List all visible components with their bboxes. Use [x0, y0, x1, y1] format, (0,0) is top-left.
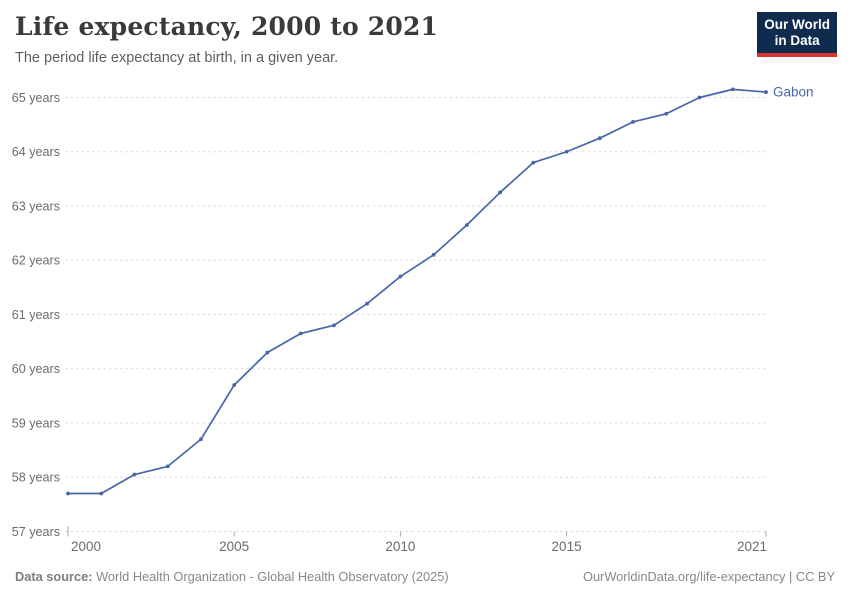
- data-line: [67, 88, 767, 495]
- chart-header: Life expectancy, 2000 to 2021 The period…: [15, 12, 438, 66]
- rights-link[interactable]: OurWorldinData.org/life-expectancy | CC …: [582, 569, 835, 584]
- data-point: [597, 136, 602, 141]
- data-source-text: World Health Organization - Global Healt…: [92, 569, 449, 584]
- owid-logo[interactable]: Our World in Data: [757, 12, 837, 57]
- data-point: [365, 301, 370, 306]
- data-source-note: Data source: World Health Organization -…: [15, 569, 449, 584]
- page-title: Life expectancy, 2000 to 2021: [15, 12, 439, 41]
- y-tick-label: 62 years: [12, 254, 60, 268]
- owid-logo-line2: in Data: [774, 33, 820, 48]
- x-tick-label: 2021: [737, 539, 767, 554]
- data-point: [531, 160, 536, 165]
- data-point: [132, 472, 137, 477]
- x-tick-label: 2010: [385, 539, 415, 554]
- y-tick-label: 57 years: [12, 525, 60, 539]
- data-point: [664, 111, 669, 116]
- y-tick-label: 61 years: [12, 308, 60, 322]
- data-point: [165, 464, 170, 469]
- y-tick-label: 58 years: [12, 471, 60, 485]
- x-tick-label: 2015: [552, 539, 582, 554]
- y-tick-label: 64 years: [12, 145, 60, 159]
- data-point: [697, 95, 702, 100]
- data-point: [764, 90, 768, 94]
- y-tick-label: 60 years: [12, 362, 60, 376]
- data-point: [66, 491, 70, 496]
- x-tick-label: 2005: [219, 539, 249, 554]
- data-point: [199, 437, 203, 442]
- series-gabon[interactable]: Gabon: [66, 85, 814, 496]
- y-tick-label: 65 years: [12, 91, 60, 105]
- data-point: [564, 149, 569, 154]
- data-point: [464, 223, 469, 227]
- data-point: [265, 350, 270, 355]
- x-tick-label: 2000: [71, 539, 101, 554]
- data-source-label: Data source:: [15, 569, 93, 584]
- line-chart[interactable]: 57 years 58 years 59 years 60 years 61 years…: [0, 85, 850, 563]
- data-point: [398, 274, 403, 279]
- chart-subtitle: The period life expectancy at birth, in …: [15, 50, 339, 66]
- data-point: [631, 120, 635, 124]
- data-point: [730, 87, 735, 92]
- data-point: [431, 252, 436, 257]
- data-point: [232, 383, 237, 387]
- y-tick-label: 63 years: [12, 199, 60, 213]
- chart-footer: Data source: World Health Organization -…: [15, 569, 835, 584]
- y-tick-label: 59 years: [12, 416, 60, 430]
- data-point: [332, 323, 336, 328]
- data-point: [99, 491, 104, 496]
- entity-label[interactable]: Gabon: [773, 85, 814, 99]
- owid-logo-line1: Our World: [764, 17, 830, 32]
- data-point: [298, 331, 303, 336]
- data-point: [498, 190, 502, 195]
